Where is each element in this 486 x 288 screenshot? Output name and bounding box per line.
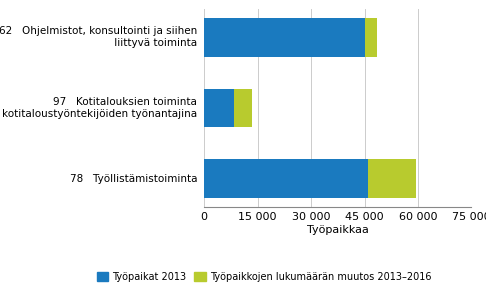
Bar xyxy=(364,18,377,57)
Bar xyxy=(204,159,368,198)
Bar xyxy=(204,18,364,57)
X-axis label: Työpaikkaa: Työpaikkaa xyxy=(307,225,369,235)
Bar xyxy=(234,88,252,128)
Legend: Työpaikat 2013, Työpaikkojen lukumäärän muutos 2013–2016: Työpaikat 2013, Työpaikkojen lukumäärän … xyxy=(97,272,431,282)
Bar xyxy=(368,159,416,198)
Bar xyxy=(204,88,234,128)
